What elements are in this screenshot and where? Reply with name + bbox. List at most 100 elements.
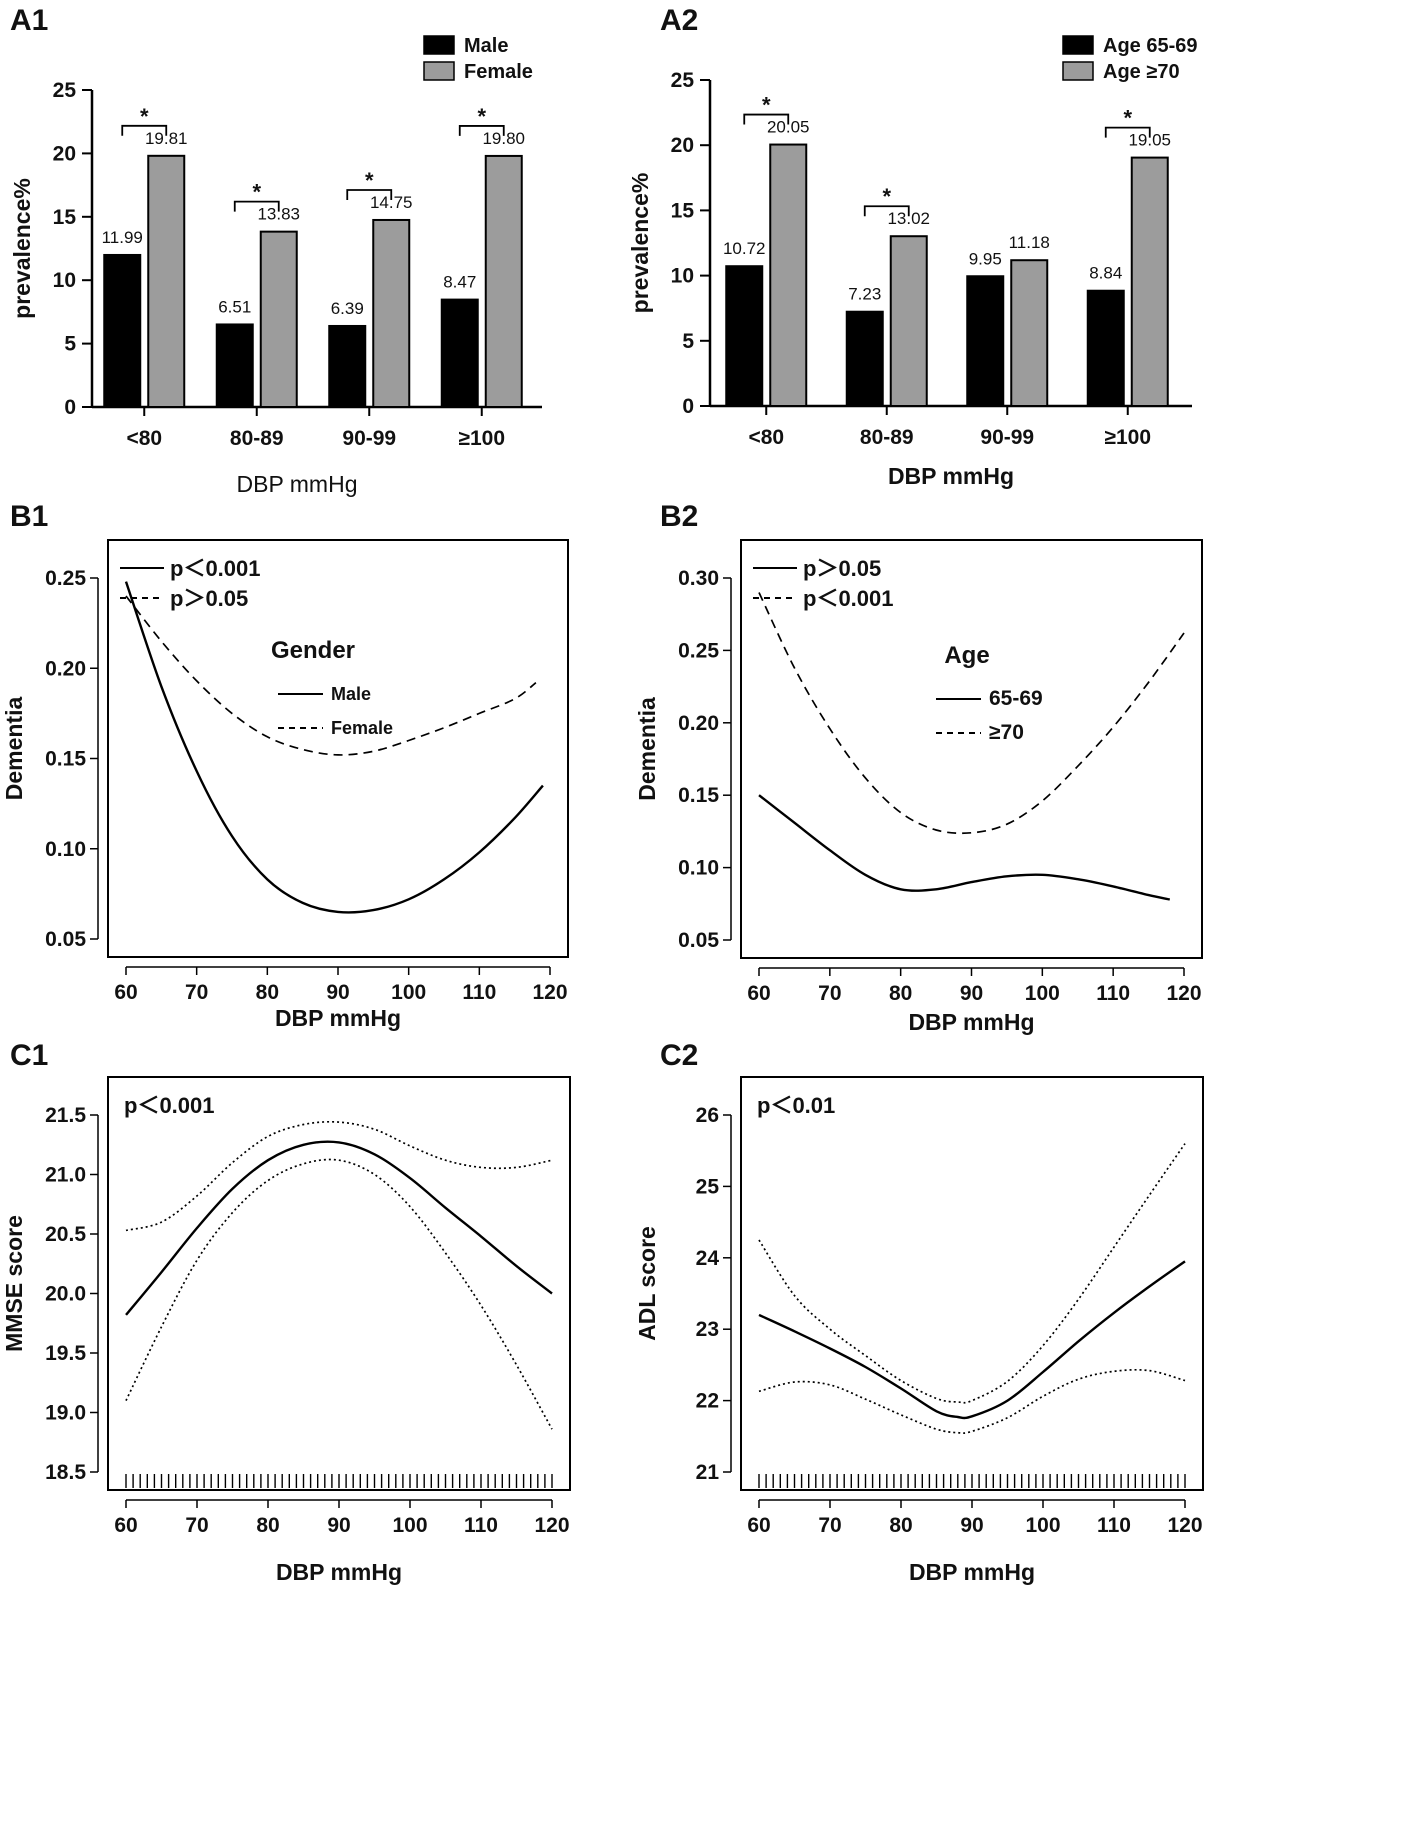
- x-tick-label: 120: [534, 1514, 569, 1537]
- x-tick-label: 100: [1025, 982, 1060, 1005]
- y-tick-label: 5: [682, 330, 694, 353]
- pvalue-text: p＜0.001: [803, 586, 894, 611]
- legend-label: Age ≥70: [1103, 61, 1180, 83]
- x-axis-label: DBP mmHg: [275, 1005, 401, 1031]
- x-tick-label: 120: [1166, 982, 1201, 1005]
- x-tick-label: 90: [960, 1514, 983, 1537]
- series-line-solid: [758, 1260, 1186, 1420]
- data-label: 9.95: [969, 249, 1002, 268]
- pvalue-text: p＜0.001: [124, 1093, 215, 1118]
- x-tick-label: 90-99: [980, 426, 1034, 449]
- bar-series2: [484, 154, 523, 408]
- data-label: 8.84: [1089, 264, 1122, 283]
- bar-series2: [147, 154, 186, 408]
- y-tick-label: 0: [682, 395, 694, 418]
- bar-series2: [1130, 156, 1169, 407]
- legend-swatch: [423, 61, 455, 81]
- bar-series1: [440, 298, 479, 408]
- legend-label: Age 65-69: [1103, 35, 1198, 57]
- panel-c1: C1 60 70 80 90 100 110 120 18.5 19.0 19.5 20.0 20.5 2…: [1, 1039, 571, 1585]
- y-tick-label: 20: [671, 134, 694, 157]
- y-tick-label: 10: [671, 265, 694, 288]
- y-tick-label: 10: [53, 269, 76, 292]
- plot-frame: [740, 1076, 1204, 1491]
- data-label: 14.75: [370, 193, 413, 212]
- x-tick-label: 60: [747, 982, 770, 1005]
- legend-swatch: [1062, 61, 1094, 81]
- significance-star: *: [762, 93, 771, 118]
- panel-label: A1: [10, 4, 48, 37]
- legend-label: Male: [464, 35, 508, 57]
- y-tick-label: 20: [53, 142, 76, 165]
- x-tick-label: 70: [185, 981, 208, 1004]
- y-tick-label: 25: [696, 1175, 720, 1198]
- pvalue-text: p＜0.01: [757, 1093, 835, 1118]
- x-tick-label: ≥100: [458, 427, 505, 450]
- y-axis-label: MMSE score: [1, 1215, 27, 1352]
- x-tick-label: 110: [1096, 982, 1130, 1005]
- legend-label: 65-69: [989, 687, 1043, 710]
- x-tick-label: 80-89: [230, 427, 284, 450]
- y-tick-label: 21.5: [45, 1104, 86, 1127]
- y-tick-label: 18.5: [45, 1461, 86, 1484]
- y-tick-label: 0.05: [678, 929, 719, 952]
- x-axis-label: DBP mmHg: [276, 1559, 402, 1585]
- series-line-solid: [124, 581, 544, 914]
- significance-star: *: [882, 184, 891, 209]
- bar-series2: [372, 218, 411, 408]
- plot-frame: [107, 1076, 571, 1491]
- x-tick-label: ≥100: [1104, 426, 1151, 449]
- rug-ticks: [125, 1474, 553, 1488]
- series-line-dashed: [758, 592, 1185, 835]
- y-tick-label: 0.15: [678, 784, 719, 807]
- y-tick-label: 22: [696, 1390, 719, 1413]
- bar-series1: [328, 324, 367, 408]
- y-axis-label: Dementia: [1, 697, 27, 801]
- legend-swatch: [1062, 35, 1094, 55]
- y-tick-label: 0.10: [45, 838, 86, 861]
- data-label: 19.05: [1128, 131, 1171, 150]
- y-tick-label: 0.25: [678, 639, 719, 662]
- y-tick-label: 15: [671, 199, 695, 222]
- data-label: 11.18: [1009, 233, 1050, 252]
- y-axis-label: prevalence%: [9, 178, 35, 319]
- pvalue-text: p＞0.05: [803, 556, 881, 581]
- data-label: 10.72: [723, 239, 766, 258]
- bar-series2: [769, 143, 808, 407]
- x-axis-label: DBP mmHg: [237, 471, 358, 497]
- x-tick-label: 80: [889, 982, 912, 1005]
- plot-frame: [740, 539, 1203, 959]
- panel-label: C1: [10, 1039, 48, 1072]
- significance-star: *: [365, 168, 374, 193]
- pvalue-text: p＜0.001: [170, 556, 261, 581]
- bar-series2: [889, 235, 928, 407]
- legend-label: Female: [464, 61, 533, 83]
- data-label: 6.39: [331, 299, 364, 318]
- x-tick-label: 120: [1167, 1514, 1202, 1537]
- x-tick-label: 60: [747, 1514, 770, 1537]
- x-tick-label: 80: [256, 981, 279, 1004]
- y-axis-label: prevalence%: [627, 173, 653, 314]
- y-tick-label: 21: [696, 1461, 720, 1484]
- panel-a1: A10510152025prevalence%<8011.9919.81*80-…: [9, 4, 542, 497]
- y-tick-label: 5: [64, 333, 76, 356]
- significance-bracket: [346, 189, 393, 200]
- y-tick-label: 25: [53, 79, 77, 102]
- bar-series1: [845, 310, 884, 407]
- y-tick-label: 0: [64, 396, 76, 419]
- pvalue-text: p＞0.05: [170, 586, 248, 611]
- y-tick-label: 25: [671, 69, 695, 92]
- series-line-dashed: [125, 595, 537, 756]
- y-tick-label: 0.20: [45, 657, 86, 680]
- y-tick-label: 0.15: [45, 748, 86, 771]
- y-tick-label: 15: [53, 206, 77, 229]
- y-tick-label: 26: [696, 1104, 719, 1127]
- series-line-dotted: [125, 1158, 553, 1430]
- plot-frame: [107, 539, 569, 958]
- x-tick-label: 90-99: [342, 427, 396, 450]
- panel-b1: B1 60 70 80 90 100 110 120 0.05 0.10 0.15 0.20 0.25 D…: [1, 500, 569, 1031]
- x-tick-label: 100: [391, 981, 426, 1004]
- legend-label: ≥70: [989, 721, 1024, 744]
- bar-series1: [1086, 289, 1125, 408]
- bar-series1: [966, 275, 1005, 408]
